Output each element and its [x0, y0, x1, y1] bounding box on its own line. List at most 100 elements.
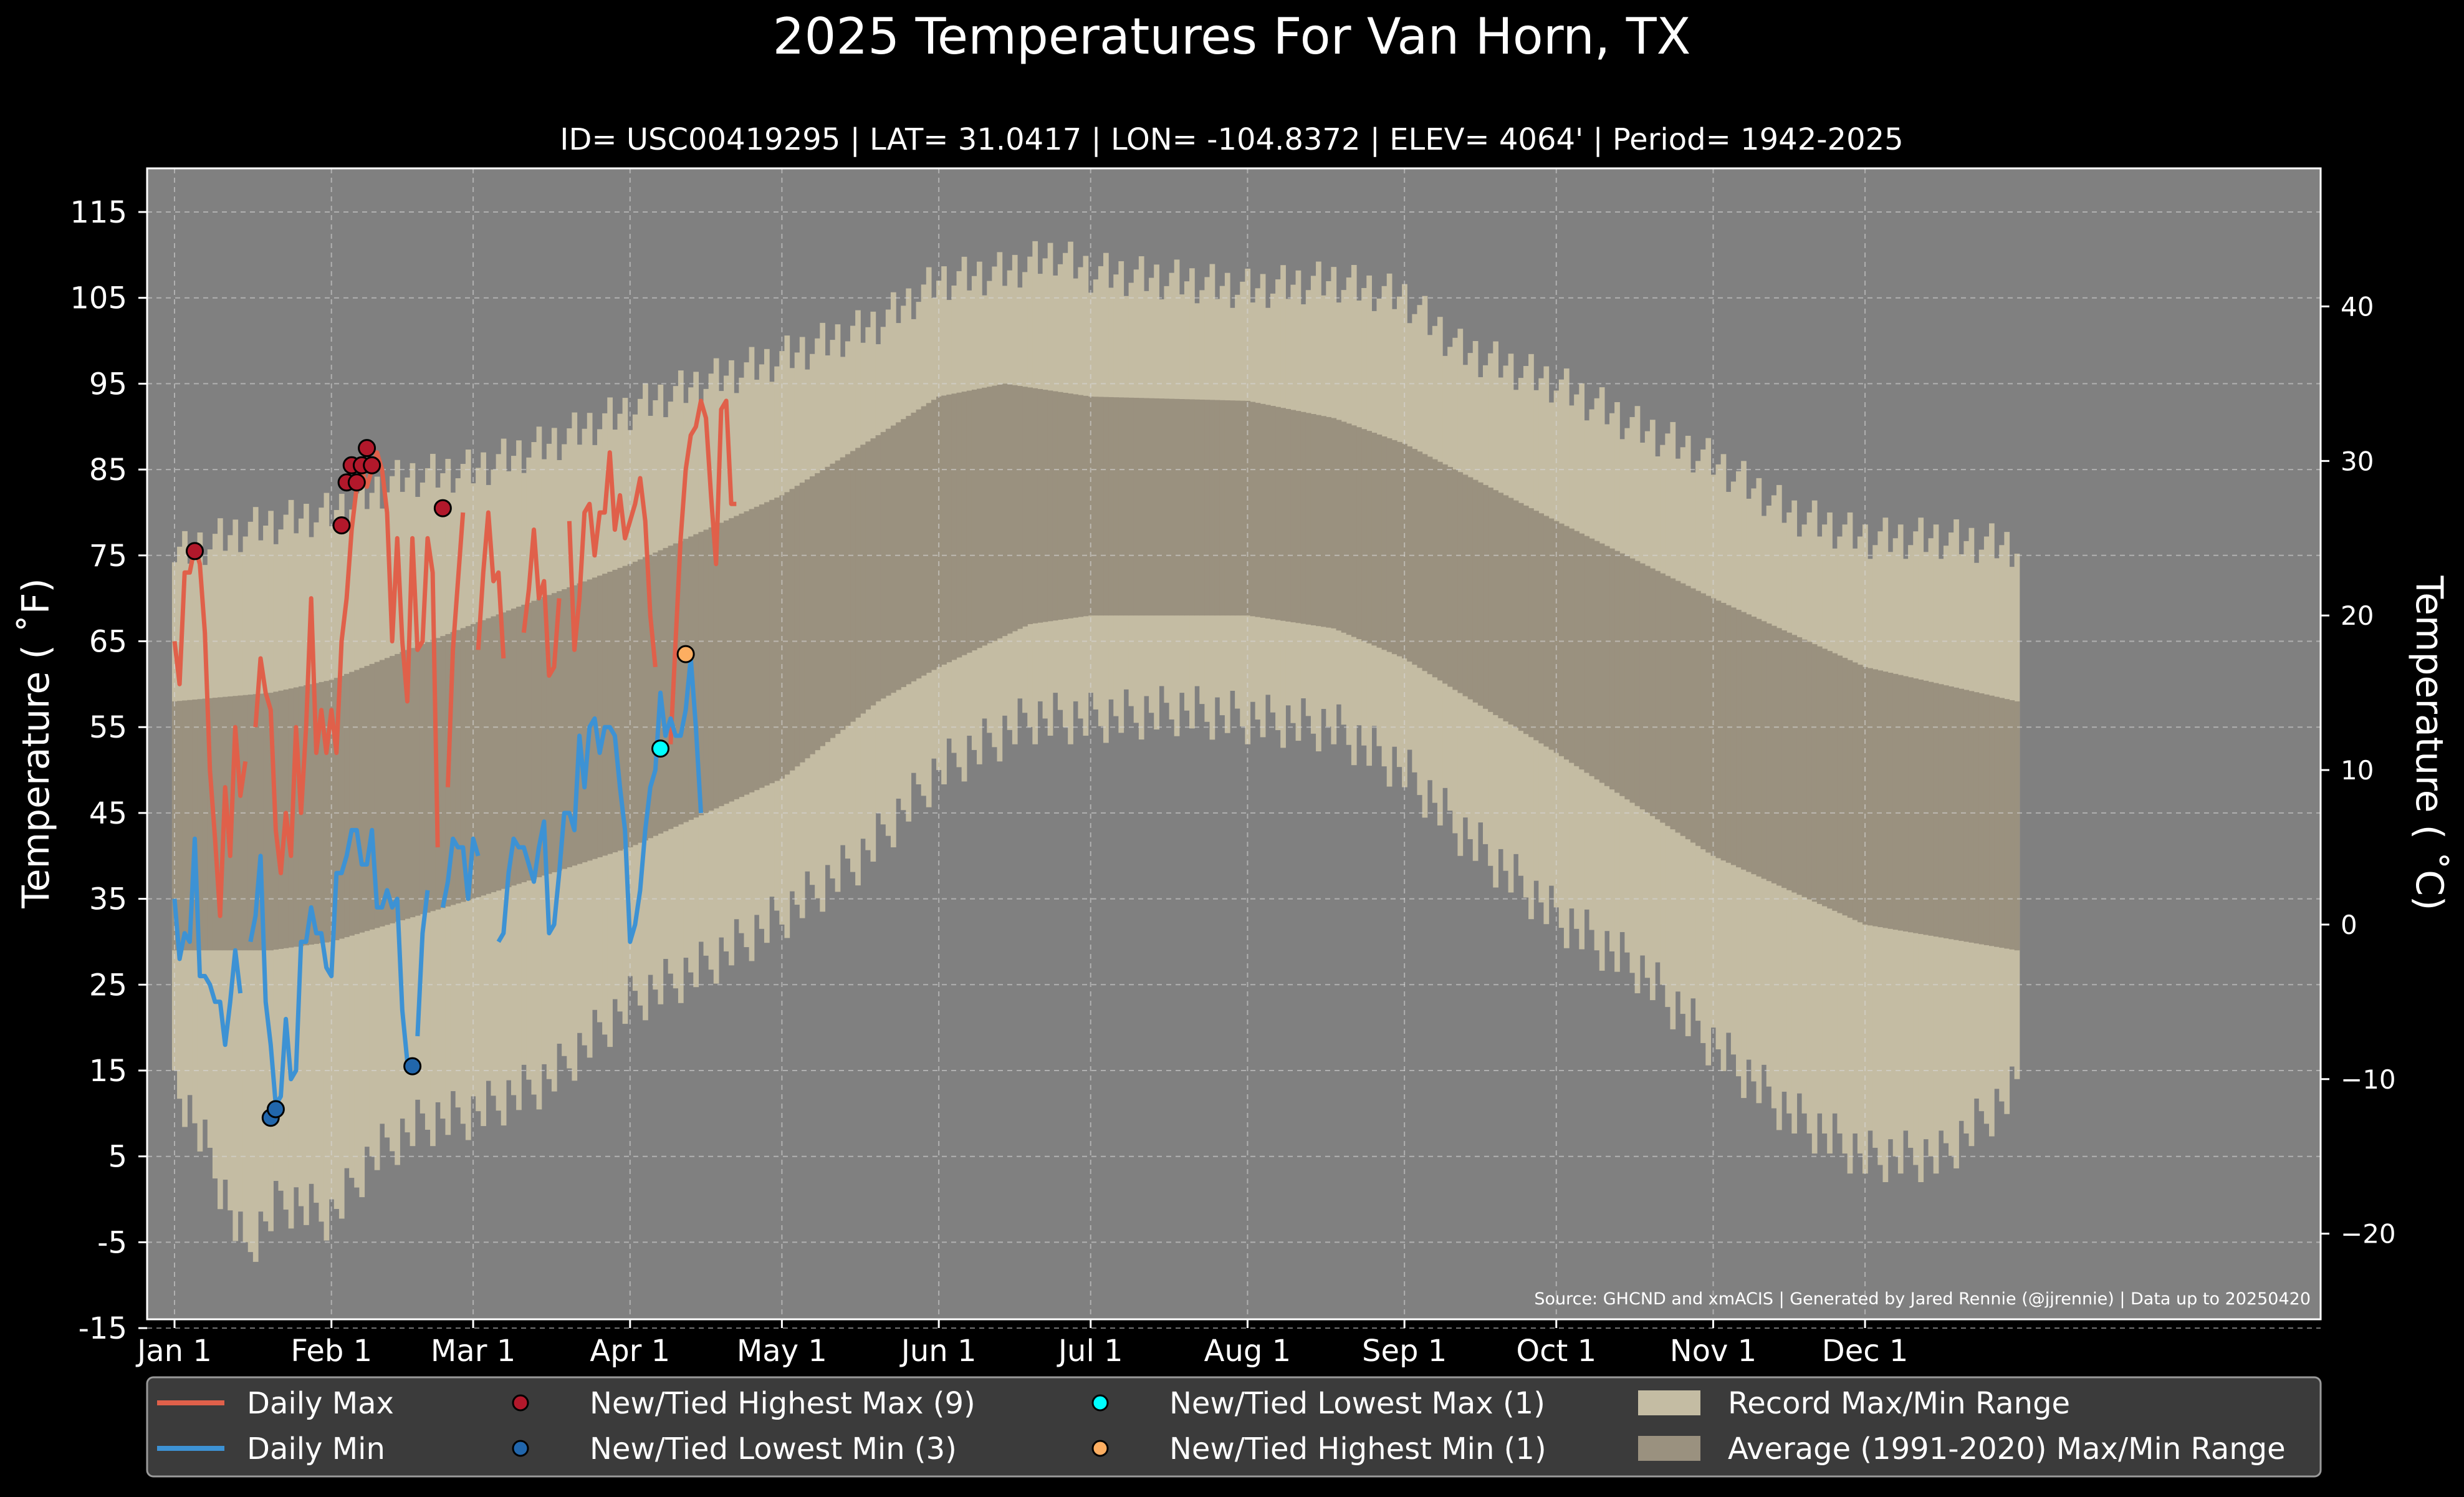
normal-range-bar: [1442, 464, 1448, 684]
normal-range-bar: [612, 569, 618, 852]
normal-range-bar: [890, 425, 896, 693]
record-point: [185, 542, 204, 561]
normal-range-bar: [1007, 384, 1013, 634]
normal-range-bar: [936, 397, 942, 667]
normal-range-bar: [653, 552, 659, 836]
normal-range-bar: [668, 546, 674, 829]
normal-range-bar: [309, 684, 314, 945]
normal-range-bar: [1265, 405, 1271, 619]
legend-patch-swatch: [1638, 1390, 1700, 1415]
normal-range-bar: [460, 628, 466, 902]
x-tick-label: Apr 1: [590, 1334, 670, 1369]
normal-range-bar: [1624, 556, 1631, 800]
normal-range-bar: [1938, 684, 1944, 938]
normal-range-bar: [268, 693, 274, 951]
normal-range-bar: [1533, 511, 1539, 741]
normal-range-bar: [597, 575, 603, 857]
normal-range-bar: [622, 566, 628, 849]
normal-range-bar: [1801, 639, 1808, 897]
normal-range-bar: [419, 643, 426, 915]
normal-range-bar: [486, 618, 492, 894]
y-tick-label-right: 20: [2341, 600, 2374, 631]
chart-title: 2025 Temperatures For Van Horn, TX: [773, 7, 1691, 65]
y-tick-label-left: 85: [89, 453, 127, 488]
y-tick-label-left: -15: [79, 1311, 127, 1346]
normal-range-bar: [1164, 398, 1170, 616]
series-line-daily-min: [172, 656, 703, 1107]
normal-range-bar: [1189, 399, 1195, 616]
normal-range-bar: [764, 502, 770, 786]
source-note: Source: GHCND and xmACIS | Generated by …: [1534, 1289, 2311, 1309]
normal-range-bar: [400, 652, 406, 921]
normal-range-bar: [1518, 503, 1524, 731]
normal-range-bar: [1963, 690, 1970, 942]
normal-range-bar: [1644, 566, 1651, 813]
normal-range-bar: [951, 393, 957, 660]
normal-range-bar: [1427, 456, 1433, 675]
normal-range-bar: [1275, 407, 1281, 620]
normal-range-bar: [572, 585, 578, 866]
y-tick-label-right: 0: [2341, 910, 2357, 940]
y-tick-label-right: 10: [2341, 755, 2374, 786]
normal-range-bar: [1513, 500, 1519, 728]
normal-range-band: [171, 383, 2020, 951]
normal-range-bar: [405, 650, 411, 919]
normal-range-bar: [1994, 696, 2000, 947]
normal-range-bar: [1331, 418, 1337, 628]
normal-range-bar: [1528, 508, 1534, 738]
normal-range-bar: [1705, 595, 1712, 853]
normal-range-bar: [1356, 427, 1362, 640]
normal-range-bar: [1538, 513, 1545, 744]
normal-range-bar: [1973, 692, 1980, 944]
normal-range-bar: [632, 561, 638, 845]
legend-patch-swatch: [1638, 1436, 1700, 1461]
normal-range-bar: [582, 581, 588, 862]
normal-range-bar: [395, 653, 400, 922]
normal-range-bar: [1209, 400, 1215, 616]
normal-range-bar: [1472, 479, 1479, 703]
normal-range-bar: [430, 640, 436, 912]
y-tick-label-right: 30: [2341, 446, 2374, 476]
normal-range-bar: [693, 534, 699, 818]
normal-range-bar: [1422, 454, 1428, 671]
normal-range-bar: [1305, 413, 1311, 625]
normal-range-bar: [992, 385, 998, 641]
normal-range-bar: [278, 690, 284, 949]
normal-range-bar: [1558, 523, 1565, 756]
x-tick-label: Aug 1: [1204, 1334, 1292, 1369]
legend-label: New/Tied Lowest Max (1): [1169, 1386, 1545, 1421]
normal-range-bar: [501, 612, 507, 889]
normal-range-bar: [602, 574, 608, 856]
normal-range-bar: [1619, 553, 1625, 796]
normal-range-bar: [1255, 403, 1261, 617]
normal-range-bar: [739, 513, 745, 797]
normal-range-bar: [1700, 593, 1706, 850]
normal-range-bar: [1073, 394, 1079, 618]
normal-range-bar: [663, 547, 669, 832]
normal-range-bar: [1412, 449, 1418, 665]
normal-range-bar: [1796, 637, 1803, 895]
normal-range-bar: [374, 662, 380, 928]
normal-range-bar: [521, 604, 527, 882]
normal-range-bar: [1361, 429, 1367, 642]
normal-range-bar: [1022, 387, 1028, 627]
normal-range-bar: [1042, 390, 1048, 622]
normal-range-bar: [257, 693, 264, 951]
normal-range-bar: [825, 466, 831, 743]
normal-range-bar: [1032, 388, 1038, 623]
normal-range-bar: [1837, 655, 1843, 913]
normal-range-bar: [465, 626, 471, 901]
normal-range-bar: [1604, 546, 1610, 786]
grid: [147, 168, 2321, 1329]
normal-range-bar: [1771, 625, 1777, 883]
normal-range-bar: [794, 486, 800, 767]
normal-range-bar: [1235, 400, 1240, 616]
normal-range-bar: [1892, 673, 1899, 930]
normal-range-bar: [637, 559, 643, 843]
normal-range-bar: [1113, 397, 1119, 616]
normal-range-bar: [1133, 398, 1139, 616]
normal-range-bar: [607, 572, 613, 854]
normal-range-bar: [708, 527, 714, 811]
normal-range-bar: [1766, 623, 1772, 882]
normal-range-bar: [734, 516, 739, 799]
